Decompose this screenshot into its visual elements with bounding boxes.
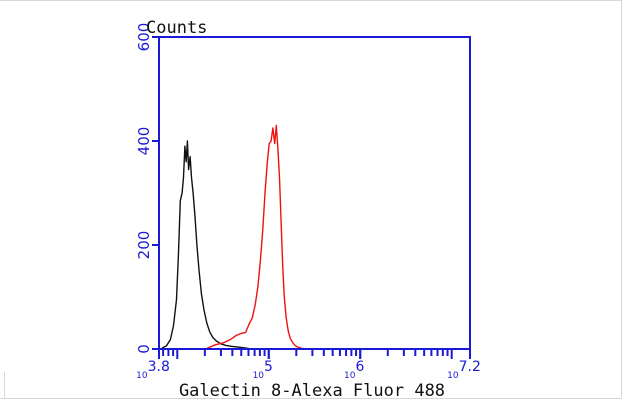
x-tick-label: 103.8 xyxy=(136,359,170,381)
x-tick-label: 106 xyxy=(344,359,364,381)
series-line-black xyxy=(161,140,249,350)
y-tick-label: 200 xyxy=(135,231,153,260)
frame-top-border xyxy=(0,0,622,1)
series-layer xyxy=(161,124,307,350)
series-line-red xyxy=(206,124,307,350)
x-axis-major-labels: 103.8 105 106 107.2 xyxy=(136,359,481,381)
y-tick-label: 400 xyxy=(135,127,153,156)
plot-area-frame xyxy=(158,36,471,350)
x-tick-label: 107.2 xyxy=(447,359,481,381)
x-tick-label: 105 xyxy=(253,359,273,381)
y-axis-label: Counts xyxy=(146,18,207,38)
x-axis-ticks xyxy=(158,349,471,359)
x-axis-label: Galectin 8-Alexa Fluor 488 xyxy=(179,381,445,399)
y-axis-ticks: 0 200 400 600 xyxy=(135,23,159,354)
frame-left-rule xyxy=(4,372,5,399)
y-tick-label: 0 xyxy=(135,344,153,354)
y-tick-label: 600 xyxy=(135,23,153,52)
